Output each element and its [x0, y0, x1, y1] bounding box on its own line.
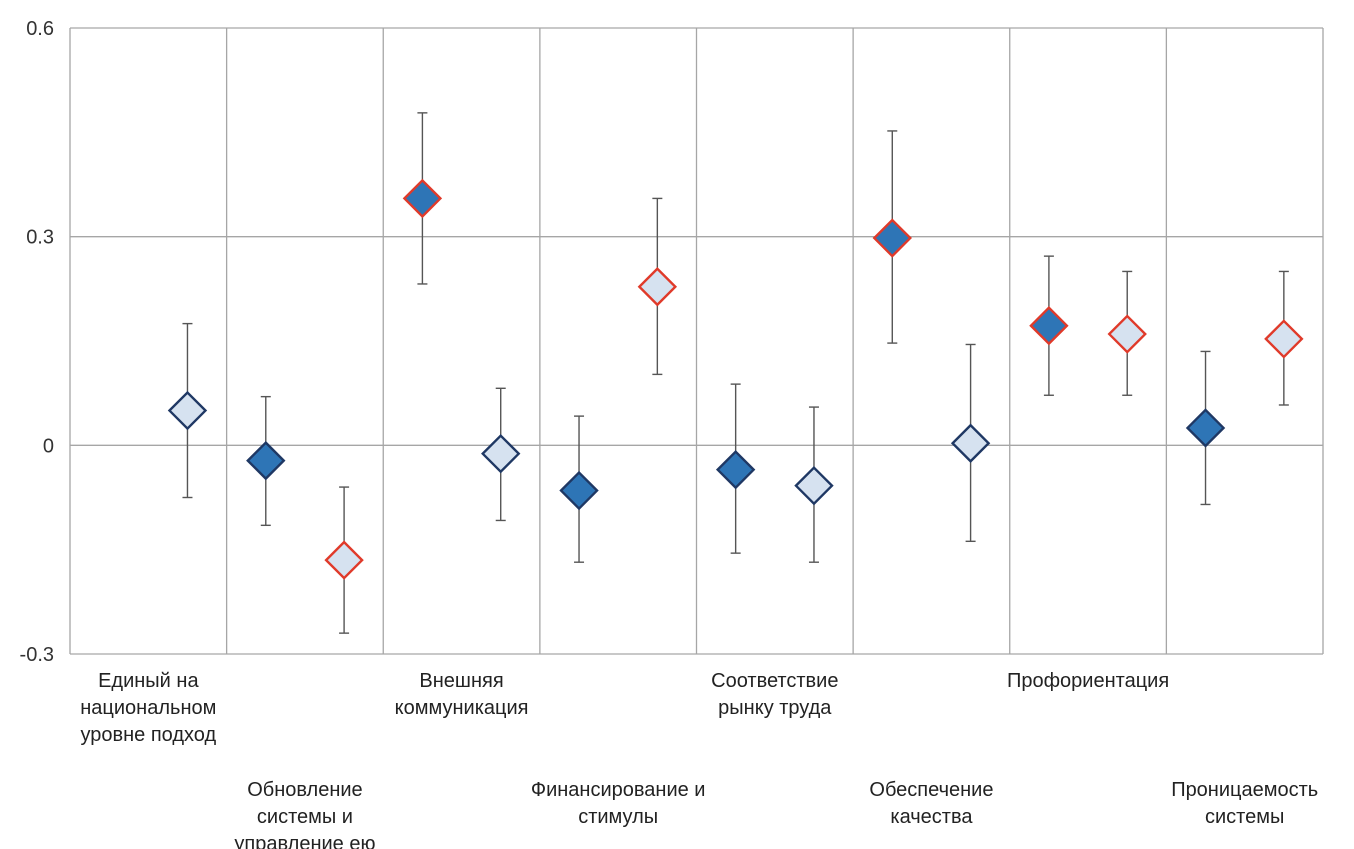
- diamond-marker: [167, 390, 208, 431]
- category-label: Обновление системы и управление ею: [234, 779, 375, 849]
- category-label-line: системы: [1205, 806, 1284, 828]
- category-label-line: Проницаемость: [1171, 779, 1318, 801]
- category-label-line: Соответствие: [711, 670, 838, 692]
- category-label: Единый на национальном уровне подход: [80, 670, 216, 746]
- category-label-line: Обеспечение: [869, 779, 993, 801]
- category-label: Проницаемость системы: [1171, 779, 1318, 828]
- diamond-marker: [1107, 314, 1147, 354]
- y-tick-label: -0.3: [20, 644, 54, 666]
- category-label-line: Финансирование и: [531, 779, 706, 801]
- grid-lines: [69, 27, 1324, 655]
- category-label: Обеспечение качества: [869, 779, 993, 828]
- y-tick-label: 0: [43, 435, 54, 457]
- category-label: Финансирование и стимулы: [531, 779, 706, 828]
- diamond-marker: [1185, 408, 1226, 448]
- category-label-line: Профориентация: [1007, 670, 1169, 692]
- category-label: Внешняя коммуникация: [395, 670, 529, 719]
- diamond-marker: [324, 540, 364, 580]
- diamond-marker: [246, 440, 286, 481]
- category-label-line: стимулы: [578, 806, 658, 828]
- diamond-marker: [559, 470, 599, 511]
- y-tick-label: 0.3: [26, 227, 54, 249]
- y-tick-label: 0.6: [26, 18, 54, 40]
- diamond-marker: [794, 465, 834, 506]
- category-label-line: Внешняя: [419, 670, 503, 692]
- diamond-marker: [1264, 319, 1304, 359]
- category-label-line: Единый на: [98, 670, 199, 692]
- category-label-line: Обновление: [247, 779, 362, 801]
- diamond-marker: [1029, 306, 1069, 346]
- diamond-marker: [481, 433, 521, 474]
- diamond-marker: [872, 218, 912, 258]
- category-label-line: системы и: [257, 806, 353, 828]
- category-label-line: рынку труда: [718, 697, 832, 719]
- category-label-line: управление ею: [234, 833, 375, 849]
- diamond-marker: [950, 423, 991, 463]
- category-label-line: национальном: [80, 697, 216, 719]
- category-label-line: уровне подход: [80, 724, 216, 746]
- category-labels: Единый на национальном уровне подход Обновл…: [80, 670, 1318, 849]
- category-label-line: коммуникация: [395, 697, 529, 719]
- diamond-marker: [637, 267, 678, 307]
- diamond-marker: [402, 178, 443, 219]
- category-label: Соответствие рынку труда: [711, 670, 838, 719]
- y-axis: 0.6 0.3 0 -0.3: [20, 18, 54, 666]
- category-label-line: качества: [890, 806, 973, 828]
- diamond-marker: [715, 449, 756, 490]
- markers: [167, 178, 1304, 580]
- category-label: Профориентация: [1007, 670, 1169, 692]
